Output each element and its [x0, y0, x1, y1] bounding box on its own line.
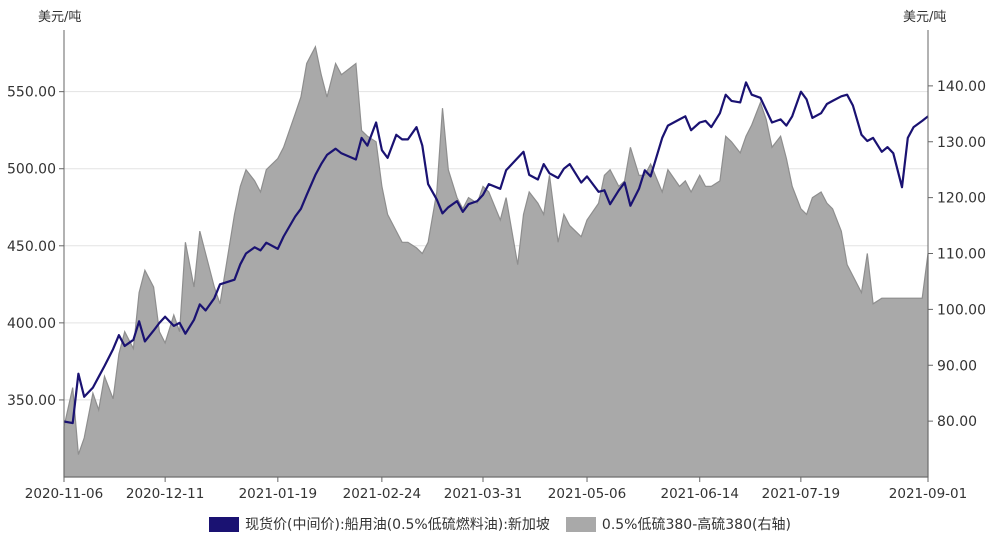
x-tick-label: 2020-11-06: [25, 486, 103, 502]
x-tick-label: 2021-07-19: [762, 486, 840, 502]
left-tick-label: 500.00: [7, 162, 56, 178]
line-series-spot-price: [63, 81, 929, 425]
right-tick-label: 110.00: [937, 247, 986, 263]
line-series-layer: [63, 81, 929, 425]
left-axis-unit: 美元/吨: [38, 10, 82, 25]
x-tick-label: 2021-06-14: [660, 486, 738, 502]
x-tick-label: 2021-05-06: [548, 486, 626, 502]
x-tick-label: 2021-01-19: [239, 486, 317, 502]
area-series-layer: [63, 45, 929, 478]
right-tick-label: 90.00: [937, 358, 977, 374]
right-tick-label: 80.00: [937, 414, 977, 430]
right-axis-unit: 美元/吨: [903, 10, 947, 25]
legend-swatch-line: [209, 516, 240, 532]
x-tick-label: 2021-09-01: [889, 486, 967, 502]
left-tick-label: 350.00: [7, 393, 56, 409]
left-tick-label: 550.00: [7, 85, 56, 101]
legend-label-spread: 0.5%低硫380-高硫380(右轴): [601, 517, 791, 533]
left-tick-label: 400.00: [7, 316, 56, 332]
right-tick-label: 120.00: [937, 191, 986, 207]
x-tick-label: 2020-12-11: [126, 486, 204, 502]
area-series-spread: [63, 45, 929, 478]
legend-item-spread[interactable]: 0.5%低硫380-高硫380(右轴): [565, 514, 791, 534]
legend: 现货价(中间价):船用油(0.5%低硫燃料油):新加坡 0.5%低硫380-高硫…: [0, 514, 1000, 534]
dual-axis-chart: 350.00 400.00 450.00 500.00 550.00 80.00 90.00…: [7, 30, 986, 502]
legend-label-spot-price: 现货价(中间价):船用油(0.5%低硫燃料油):新加坡: [245, 517, 550, 533]
legend-item-spot-price[interactable]: 现货价(中间价):船用油(0.5%低硫燃料油):新加坡: [209, 514, 550, 534]
tick-labels: 350.00 400.00 450.00 500.00 550.00 80.00 90.00…: [7, 79, 986, 502]
right-tick-label: 130.00: [937, 135, 986, 151]
right-tick-label: 100.00: [937, 302, 986, 318]
x-tick-label: 2021-03-31: [444, 486, 522, 502]
x-tick-label: 2021-02-24: [343, 486, 421, 502]
legend-swatch-area: [565, 516, 596, 532]
left-tick-label: 450.00: [7, 239, 56, 255]
right-tick-label: 140.00: [937, 79, 986, 95]
